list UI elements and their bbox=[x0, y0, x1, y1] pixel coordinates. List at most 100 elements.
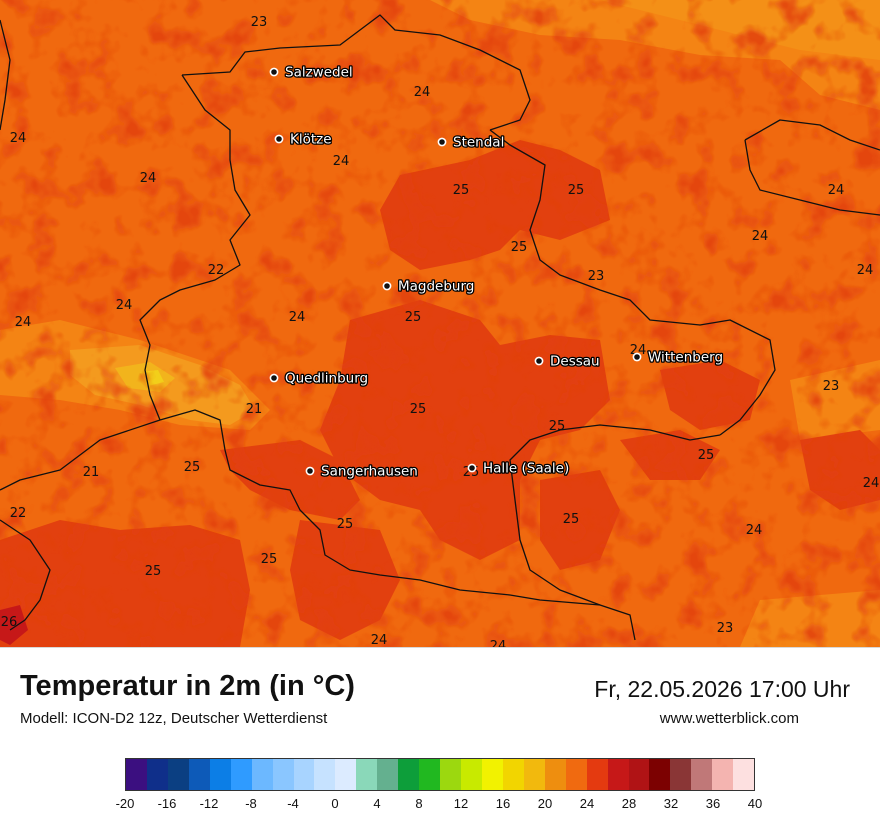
temperature-value: 22 bbox=[208, 263, 225, 278]
legend-swatch bbox=[146, 759, 168, 790]
temperature-value: 25 bbox=[410, 402, 427, 417]
legend-swatch bbox=[649, 759, 671, 790]
legend-ticks: -20 -16 -12 -8 -4 0 4 8 12 16 20 24 28 32 36 40 bbox=[0, 796, 880, 816]
temperature-value: 21 bbox=[83, 465, 100, 480]
temperature-value: 25 bbox=[511, 240, 528, 255]
legend-swatch bbox=[293, 759, 315, 790]
legend-tick-label: 16 bbox=[495, 796, 511, 811]
city-dot bbox=[534, 356, 544, 366]
legend-swatch bbox=[502, 759, 524, 790]
field-texture bbox=[0, 0, 880, 647]
temperature-value: 21 bbox=[246, 402, 263, 417]
legend-swatch bbox=[628, 759, 650, 790]
city-label: Dessau bbox=[550, 354, 600, 370]
city-dot bbox=[382, 281, 392, 291]
legend-swatch bbox=[586, 759, 608, 790]
legend-swatch bbox=[523, 759, 545, 790]
city-label: Quedlinburg bbox=[285, 371, 368, 387]
city-label: Klötze bbox=[290, 132, 332, 148]
map-title: Temperatur in 2m (in °C) bbox=[20, 670, 355, 702]
legend-swatch bbox=[461, 759, 482, 790]
temperature-value: 25 bbox=[145, 564, 162, 579]
temperature-value: 24 bbox=[490, 639, 507, 647]
legend-swatch bbox=[314, 759, 336, 790]
temperature-value: 24 bbox=[414, 85, 431, 100]
website-link[interactable]: www.wetterblick.com bbox=[659, 710, 799, 727]
borders bbox=[0, 14, 880, 641]
legend-tick-label: 32 bbox=[663, 796, 679, 811]
temperature-value: 23 bbox=[588, 269, 605, 284]
legend-tick-label: 40 bbox=[747, 796, 763, 811]
legend-swatch bbox=[440, 759, 461, 790]
city-label: Magdeburg bbox=[398, 279, 474, 295]
temperature-value: 25 bbox=[453, 183, 470, 198]
city-dot bbox=[632, 352, 642, 362]
city-marker: Sangerhausen bbox=[305, 462, 419, 481]
city-label: Wittenberg bbox=[648, 350, 723, 366]
city-markers: Salzwedel Klötze Stendal Magdeburg Quedlinbu… bbox=[269, 63, 724, 481]
temperature-value: 23 bbox=[717, 621, 734, 636]
temperature-value: 26 bbox=[1, 615, 18, 630]
temperature-value: 24 bbox=[116, 298, 133, 313]
temperature-value: 25 bbox=[568, 183, 585, 198]
temperature-value: 24 bbox=[10, 131, 27, 146]
legend-swatch bbox=[188, 759, 210, 790]
legend-tick-label: 12 bbox=[453, 796, 469, 811]
legend-swatch bbox=[377, 759, 399, 790]
city-label: Sangerhausen bbox=[321, 464, 418, 480]
temperature-value: 23 bbox=[823, 379, 840, 394]
temperature-value: 24 bbox=[371, 633, 388, 647]
legend-tick-label: -20 bbox=[115, 796, 135, 811]
legend-swatch bbox=[419, 759, 441, 790]
city-label: Stendal bbox=[453, 135, 504, 151]
city-marker: Halle (Saale) bbox=[467, 459, 571, 478]
temperature-value: 24 bbox=[15, 315, 32, 330]
legend-tick-label: 8 bbox=[415, 796, 423, 811]
legend-swatch bbox=[712, 759, 734, 790]
color-legend bbox=[125, 758, 755, 791]
legend-swatch bbox=[565, 759, 587, 790]
city-marker: Dessau bbox=[534, 352, 601, 371]
model-info: Modell: ICON-D2 12z, Deutscher Wetterdie… bbox=[20, 710, 328, 727]
legend-swatch bbox=[733, 759, 755, 790]
temperature-value: 24 bbox=[857, 263, 874, 278]
temperature-value: 24 bbox=[746, 523, 763, 538]
city-label: Salzwedel bbox=[285, 65, 353, 81]
hot-spot bbox=[0, 605, 28, 645]
temperature-map: 23 24 24 24 24 25 25 25 24 24 22 23 24 24 24 24 25 24 23 21… bbox=[0, 0, 880, 647]
city-marker: Stendal bbox=[437, 133, 506, 152]
legend-tick-label: 0 bbox=[331, 796, 339, 811]
city-dot bbox=[437, 137, 447, 147]
temperature-value: 25 bbox=[563, 512, 580, 527]
temperature-value: 25 bbox=[405, 310, 422, 325]
legend-tick-label: -16 bbox=[157, 796, 177, 811]
temperature-value: 24 bbox=[289, 310, 306, 325]
legend-tick-label: -12 bbox=[199, 796, 219, 811]
city-marker: Quedlinburg bbox=[269, 369, 369, 388]
city-marker: Wittenberg bbox=[632, 348, 724, 367]
forecast-datetime: Fr, 22.05.2026 17:00 Uhr bbox=[594, 676, 850, 702]
temperature-value: 24 bbox=[752, 229, 769, 244]
city-dot bbox=[305, 466, 315, 476]
legend-swatch bbox=[481, 759, 503, 790]
legend-tick-label: 20 bbox=[537, 796, 553, 811]
temperature-value: 22 bbox=[10, 506, 27, 521]
legend-swatch bbox=[544, 759, 566, 790]
legend-swatch bbox=[251, 759, 273, 790]
temperature-value: 25 bbox=[698, 448, 715, 463]
legend-swatch bbox=[167, 759, 189, 790]
city-marker: Salzwedel bbox=[269, 63, 354, 82]
temperature-value: 24 bbox=[333, 154, 350, 169]
temperature-value: 24 bbox=[828, 183, 845, 198]
legend-tick-label: 24 bbox=[579, 796, 595, 811]
city-dot bbox=[269, 373, 279, 383]
value-labels: 23 24 24 24 24 25 25 25 24 24 22 23 24 24 24 24 25 24 23 21… bbox=[1, 15, 880, 647]
legend-tick-label: -4 bbox=[287, 796, 299, 811]
temperature-value: 25 bbox=[184, 460, 201, 475]
city-dot bbox=[274, 134, 284, 144]
legend-tick-label: 28 bbox=[621, 796, 637, 811]
temperature-value: 25 bbox=[549, 419, 566, 434]
legend-swatch bbox=[607, 759, 629, 790]
city-dot bbox=[269, 67, 279, 77]
temperature-value: 25 bbox=[261, 552, 278, 567]
